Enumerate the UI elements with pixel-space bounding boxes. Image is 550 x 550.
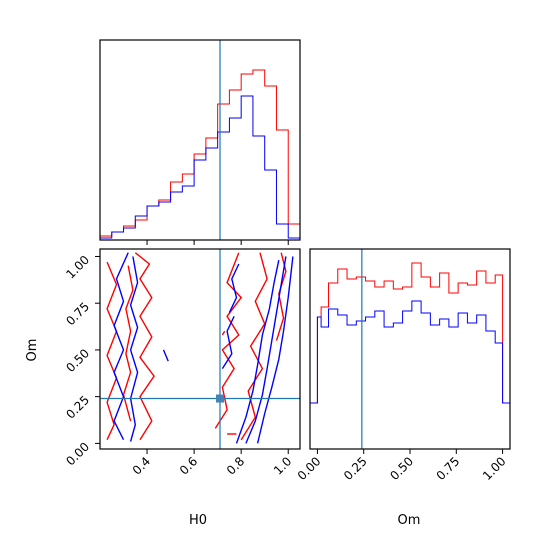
scatter-y-tick-label: 0.00 — [63, 440, 92, 469]
h0-histogram-blue-series — [99, 95, 301, 240]
om-histogram-blue-series — [309, 300, 511, 449]
scatter-x-tick-label: 1.0 — [271, 454, 294, 477]
om-histogram-xlabel: Om — [398, 513, 421, 528]
scatter-xlabel: H0 — [189, 513, 207, 528]
scatter-y-tick-label: 0.50 — [63, 346, 92, 375]
scatter-red-contour — [106, 261, 118, 440]
scatter-y-tick-label: 0.75 — [63, 299, 92, 328]
om-histogram-x-tick-label: 0.00 — [295, 454, 324, 483]
scatter-y-tick-label: 0.25 — [63, 393, 92, 422]
h0-histogram-red-series — [99, 69, 301, 240]
scatter-red-contour — [240, 252, 268, 441]
scatter-y-tick-label: 1.00 — [63, 253, 92, 282]
scatter-frame — [99, 248, 301, 450]
scatter-blue-contour — [221, 316, 235, 369]
scatter-ticks: 0.4 0.6 0.8 1.0 0.00 0.25 0.50 0.75 1.00 — [63, 253, 294, 478]
om-histogram-red-series — [309, 262, 511, 449]
scatter-blue-contour — [235, 260, 280, 444]
h0-histogram-frame — [99, 39, 301, 241]
om-histogram-ticks: 0.00 0.25 0.50 0.75 1.00 — [295, 449, 509, 483]
scatter-ylabel: Om — [25, 339, 40, 362]
om-histogram-x-tick-label: 0.25 — [341, 454, 370, 483]
scatter-x-tick-label: 0.8 — [224, 454, 247, 477]
h0-histogram-panel — [99, 39, 301, 245]
scatter-red-contour — [134, 252, 155, 441]
scatter-content — [100, 249, 300, 449]
om-histogram-content — [309, 249, 511, 449]
om-histogram-x-tick-label: 1.00 — [480, 454, 509, 483]
h0-om-scatter-panel: 0.4 0.6 0.8 1.0 0.00 0.25 0.50 0.75 1.00 H0 Om — [25, 248, 301, 528]
h0-histogram-ticks — [146, 240, 289, 245]
scatter-x-tick-label: 0.6 — [177, 454, 200, 477]
om-histogram-x-tick-label: 0.75 — [434, 454, 463, 483]
om-histogram-x-tick-label: 0.50 — [387, 454, 416, 483]
h0-histogram-content — [99, 40, 301, 240]
scatter-blue-contour — [256, 256, 294, 444]
scatter-blue-contour — [162, 349, 169, 362]
scatter-red-contour — [122, 265, 134, 422]
scatter-blue-contour — [245, 256, 287, 444]
scatter-blue-contour — [228, 263, 240, 313]
om-histogram-panel: 0.00 0.25 0.50 0.75 1.00 Om — [295, 248, 511, 528]
scatter-red-contour — [221, 330, 226, 336]
scatter-blue-contour — [113, 252, 129, 441]
scatter-x-tick-label: 0.4 — [130, 454, 153, 477]
scatter-truth-marker — [216, 394, 224, 403]
om-histogram-frame — [309, 248, 511, 450]
scatter-blue-contour — [129, 256, 139, 442]
